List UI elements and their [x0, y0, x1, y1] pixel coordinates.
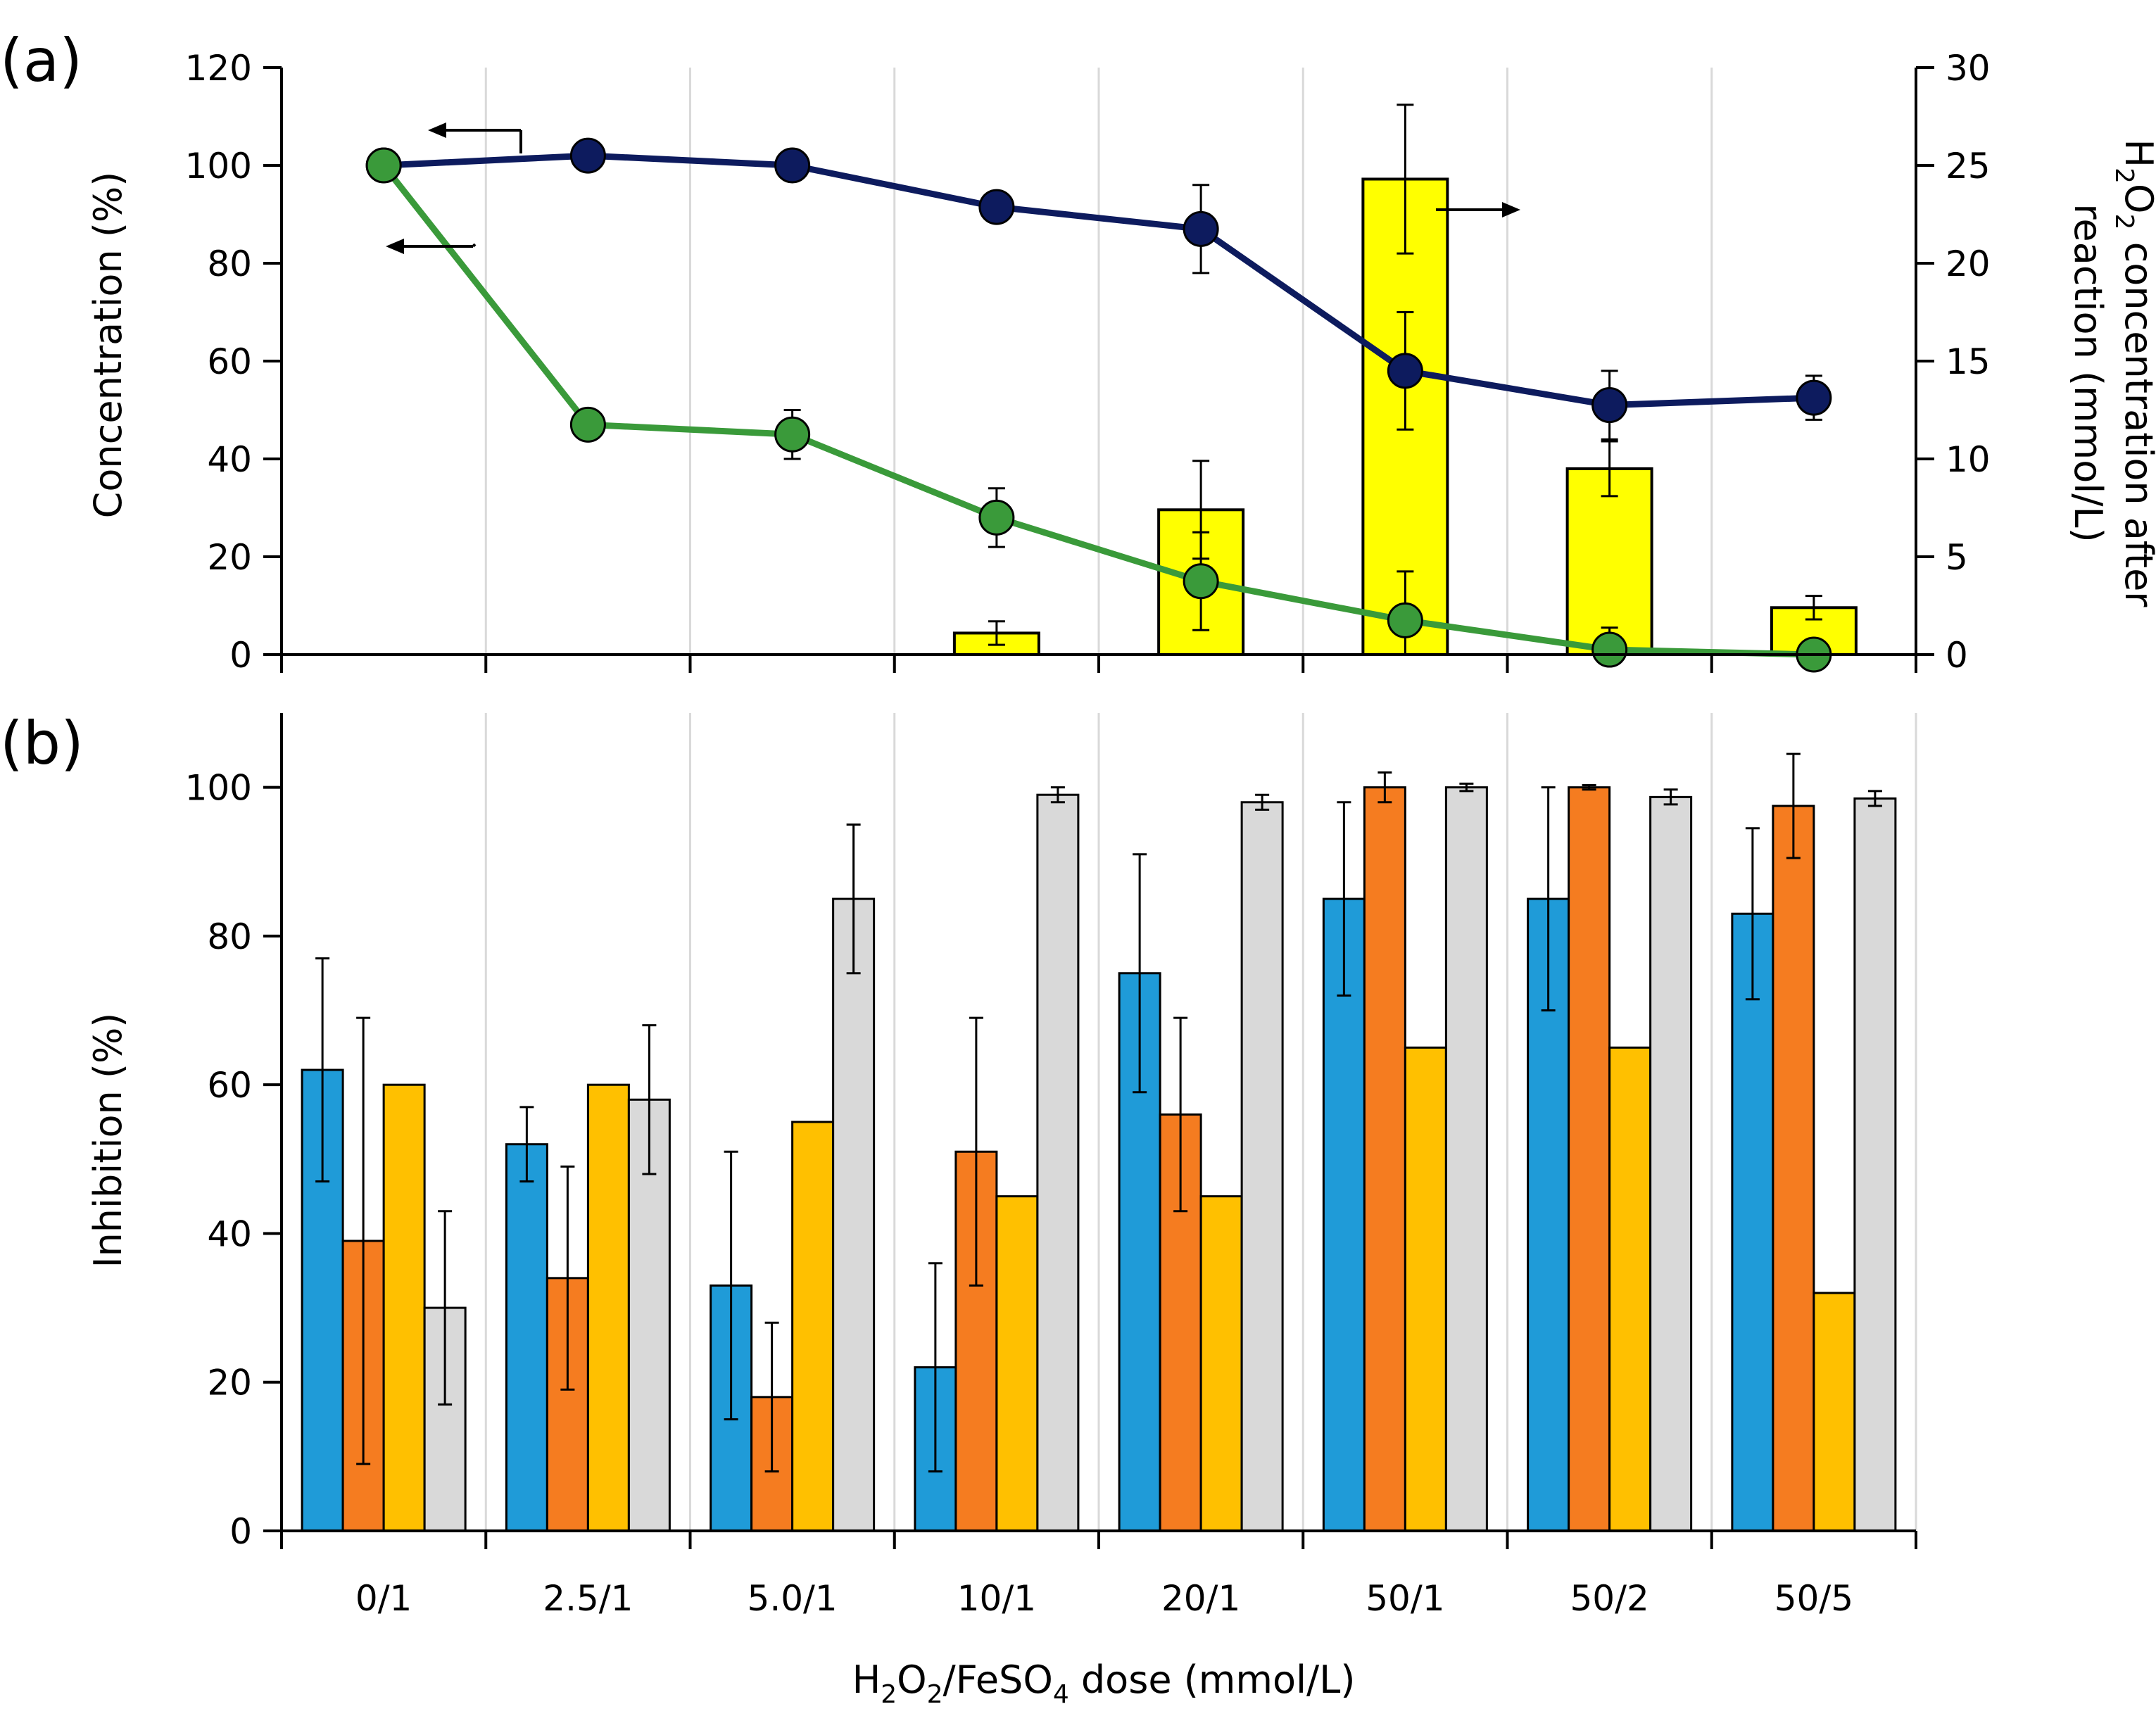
- bar-gold-10-1: [995, 1195, 1039, 1532]
- arrow-to-left-axis-2: [400, 243, 477, 248]
- y-tick-label: 60: [207, 341, 252, 382]
- x-tick-label: 20/1: [1161, 1578, 1240, 1619]
- y-tick-label: 40: [207, 1213, 252, 1254]
- x-tick-label: 50/5: [1774, 1578, 1853, 1619]
- bar-gray-50-2: [1649, 795, 1693, 1532]
- panel-a-lines: [365, 137, 1832, 673]
- point-green-series-20-1: [1183, 563, 1219, 600]
- line-green-series: [381, 163, 1814, 658]
- x-tick-label: 5.0/1: [748, 1578, 838, 1619]
- bar-gray-5-0-1: [832, 897, 876, 1532]
- panel-b: 0 20 40 60 80 100 0/1 2.5/1 5.0/1 10/1 20/1 50/1 50…: [0, 709, 1917, 1709]
- arrow-head: [428, 122, 446, 138]
- y2-tick-label: 30: [1946, 48, 1991, 89]
- y2-tick-label: 15: [1946, 341, 1991, 382]
- bar-blue-50-5: [1731, 912, 1774, 1532]
- y-tick-label: 40: [207, 439, 252, 480]
- arrow-head: [1502, 202, 1520, 217]
- panel-b-bars: [301, 786, 1897, 1532]
- y2-tick-label: 20: [1946, 244, 1991, 284]
- x-tick-label: 10/1: [957, 1578, 1036, 1619]
- bar-gray-10-1: [1036, 793, 1080, 1532]
- bar-gold-0-1: [382, 1083, 426, 1532]
- y-tick-label: 80: [207, 916, 252, 957]
- y-tick-label: 20: [207, 1363, 252, 1403]
- y-tick-label: 20: [207, 537, 252, 578]
- x-tick-label: 50/2: [1570, 1578, 1648, 1619]
- y2-title-line-2: reaction (mmol/L): [2066, 203, 2110, 542]
- point-navy-series-50-5: [1796, 379, 1832, 416]
- point-green-series-2-5-1: [569, 406, 606, 443]
- x-tick-label: 50/1: [1366, 1578, 1444, 1619]
- bar-gold-50-5: [1813, 1292, 1856, 1532]
- point-navy-series-10-1: [978, 189, 1015, 225]
- bar-gold-50-1: [1404, 1046, 1447, 1532]
- bar-orange-50-5: [1772, 805, 1815, 1532]
- panel-a-left-ticks: 0 20 40 60 80 100 120: [185, 48, 282, 676]
- y-tick-label: 100: [185, 768, 252, 809]
- x-tick-label: 0/1: [355, 1578, 412, 1619]
- bar-orange-50-1: [1363, 786, 1406, 1532]
- panel-a-y2-axis-title: H2O2 concentration after reaction (mmol/…: [2066, 139, 2156, 607]
- y2-tick-label: 25: [1946, 146, 1991, 187]
- y2-tick-label: 10: [1946, 439, 1991, 480]
- line-navy-series: [383, 152, 1815, 409]
- arrow-to-left-axis: [442, 129, 522, 153]
- point-green-series-50-1: [1387, 602, 1423, 638]
- bar-blue-50-1: [1322, 897, 1366, 1532]
- y-tick-label: 60: [207, 1065, 252, 1106]
- bar-gold-50-2: [1608, 1046, 1652, 1532]
- panel-b-label: (b): [0, 709, 84, 778]
- point-navy-series-5-0-1: [774, 147, 811, 184]
- y-tick-label: 100: [185, 146, 252, 187]
- bar-gold-2-5-1: [586, 1083, 630, 1532]
- panel-b-axes: [280, 713, 1917, 1549]
- panel-a-right-ticks: 0 5 10 15 20 25 30: [1916, 48, 1991, 676]
- panel-a-arrows: [386, 122, 1520, 254]
- y-tick-label: 80: [207, 244, 252, 284]
- bar-gray-20-1: [1240, 801, 1284, 1532]
- point-green-series-5-0-1: [774, 416, 811, 453]
- bar-gray-50-1: [1444, 786, 1488, 1532]
- panel-b-y-ticks: 0 20 40 60 80 100: [185, 768, 282, 1552]
- bar-h2o2-50-2: [1565, 467, 1653, 657]
- panel-a-label: (a): [0, 26, 82, 95]
- y-tick-label: 0: [229, 1511, 252, 1552]
- y2-tick-label: 0: [1946, 635, 1968, 676]
- bar-gold-5-0-1: [791, 1121, 835, 1532]
- point-navy-series-50-2: [1591, 387, 1628, 424]
- arrow-head: [386, 239, 404, 254]
- bar-gray-50-5: [1853, 797, 1897, 1532]
- point-green-series-50-2: [1591, 631, 1628, 668]
- panel-a-y-axis-title: Concentration (%): [86, 172, 130, 519]
- point-navy-series-20-1: [1183, 210, 1219, 247]
- y2-title-line-1: H2O2 concentration after: [2110, 139, 2156, 607]
- point-navy-series-2-5-1: [569, 137, 606, 174]
- y2-tick-label: 5: [1946, 537, 1968, 578]
- panel-b-x-axis-title: H2O2/FeSO4 dose (mmol/L): [852, 1658, 1356, 1709]
- panel-b-grid: [484, 713, 1917, 1531]
- bar-gold-20-1: [1199, 1195, 1243, 1532]
- point-green-series-0-1: [365, 147, 402, 184]
- panel-b-x-ticks: 0/1 2.5/1 5.0/1 10/1 20/1 50/1 50/2 50/5: [355, 1578, 1853, 1619]
- y-tick-label: 0: [229, 635, 252, 676]
- x-tick-label: 2.5/1: [543, 1578, 633, 1619]
- panel-b-y-axis-title: Inhibition (%): [86, 1013, 130, 1268]
- bar-blue-2-5-1: [505, 1143, 548, 1532]
- point-navy-series-50-1: [1387, 353, 1423, 389]
- panel-a: 0 20 40 60 80 100 120 0 5 10 15 20 25 30 (a) Concent…: [0, 26, 2156, 676]
- point-green-series-10-1: [978, 499, 1015, 536]
- panel-b-errors: [315, 752, 1882, 1472]
- y-tick-label: 120: [185, 48, 252, 89]
- bar-orange-50-2: [1568, 786, 1611, 1532]
